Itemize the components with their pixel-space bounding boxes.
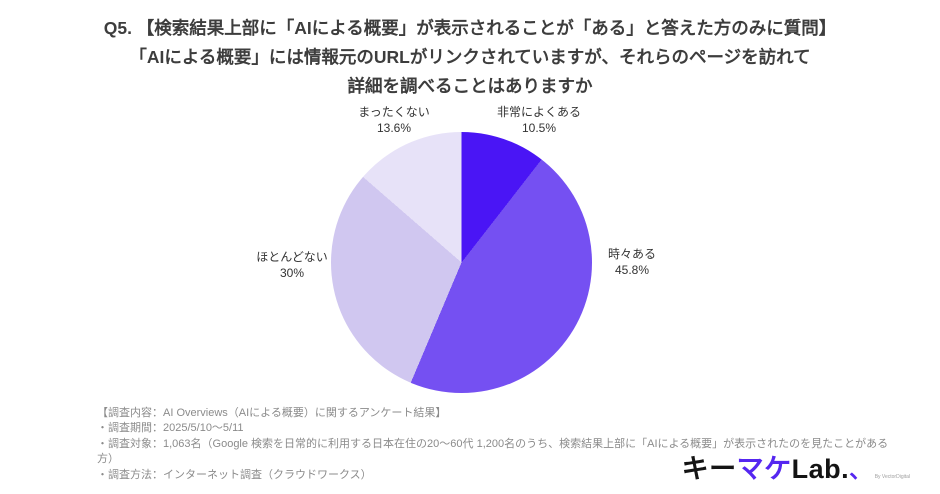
slice-label-hijouni-yokuaru: 非常によくある 10.5% — [469, 105, 609, 136]
logo-text-kii: キー — [681, 454, 737, 484]
logo-text-lab: Lab. — [791, 454, 850, 484]
slice-name: ほとんどない — [256, 250, 328, 264]
survey-note-subjects: ・調査対象：1,063名（Google 検索を日常的に利用する日本在住の20～6… — [97, 437, 889, 466]
slice-label-mattakunai: まったくない 13.6% — [324, 105, 464, 136]
survey-question-title: Q5. 【検索結果上部に「AIによる概要」が表示されることが「ある」と答えた方の… — [0, 14, 940, 101]
slice-label-hotondo-nai: ほとんどない 30% — [232, 250, 352, 281]
logo-byline: By VectorDigital — [874, 474, 910, 480]
slice-name: 非常によくある — [496, 105, 581, 119]
slice-name: 時々ある — [607, 247, 656, 261]
logo-text-make: マケ — [736, 454, 792, 484]
survey-note-method: ・調査方法：インターネット調査（クラウドワークス） — [97, 468, 372, 481]
slice-label-tokidoki-aru: 時々ある 45.8% — [582, 247, 682, 278]
survey-note-period: ・調査期間：2025/5/10～5/11 — [97, 422, 244, 435]
slice-percent: 10.5% — [521, 120, 557, 135]
kiimake-lab-logo: キー マケ Lab. 、 By VectorDigital — [682, 447, 910, 486]
survey-notes: 【調査内容：AI Overviews（AIによる概要）に関するアンケート結果】 … — [97, 406, 897, 483]
title-line-2: 「AIによる概要」には情報元のURLがリンクされていますが、それらのページを訪れ… — [129, 47, 811, 67]
slice-name: まったくない — [358, 105, 430, 119]
slice-percent: 45.8% — [614, 262, 650, 277]
title-line-1: Q5. 【検索結果上部に「AIによる概要」が表示されることが「ある」と答えた方の… — [103, 18, 837, 38]
pie-chart — [331, 132, 592, 393]
slice-percent: 13.6% — [376, 120, 412, 135]
title-line-3: 詳細を調べることはありますか — [347, 76, 593, 96]
survey-note-content: 【調査内容：AI Overviews（AIによる概要）に関するアンケート結果】 — [97, 407, 447, 419]
logo-comma-mark: 、 — [849, 458, 872, 483]
slice-percent: 30% — [279, 265, 305, 280]
